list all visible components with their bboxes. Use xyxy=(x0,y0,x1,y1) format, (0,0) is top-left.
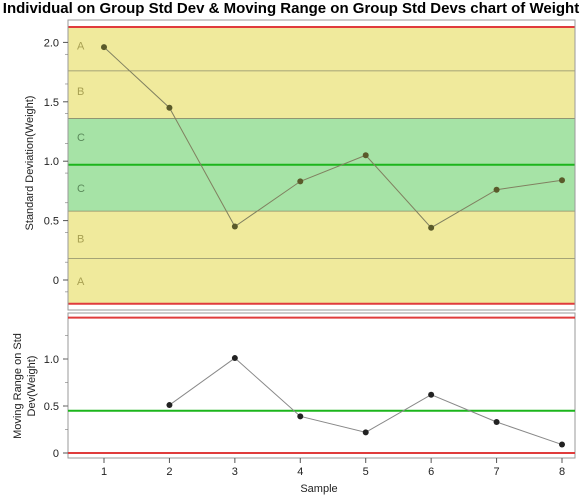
x-tick-label-6: 6 xyxy=(428,466,434,478)
y-axis-label-moving-range: Moving Range on Std Dev(Weight) xyxy=(12,333,38,439)
individual-plot-frame xyxy=(67,19,576,311)
y-tick-label-individual-0: 0 xyxy=(53,275,59,287)
mr-point-4 xyxy=(297,413,304,420)
zone-label-4: B xyxy=(77,233,84,245)
y-tick-label-mr-1: 0.5 xyxy=(44,401,59,413)
zone-label-0: A xyxy=(77,40,85,52)
individual-point-7 xyxy=(493,186,500,193)
individual-series-line xyxy=(103,46,563,229)
mr-point-5 xyxy=(362,429,369,436)
individual-point-6 xyxy=(428,224,435,231)
mr-point-7 xyxy=(493,418,500,425)
x-tick-label-8: 8 xyxy=(559,466,565,478)
moving-range-plot-frame xyxy=(67,312,576,459)
x-tick-label-2: 2 xyxy=(166,466,172,478)
y-tick-label-individual-2: 1.0 xyxy=(44,156,59,168)
y-tick-label-individual-3: 1.5 xyxy=(44,97,59,109)
zone-label-1: B xyxy=(77,86,84,98)
zone-label-5: A xyxy=(77,276,85,288)
y-tick-label-individual-1: 0.5 xyxy=(44,216,59,228)
x-tick-label-3: 3 xyxy=(232,466,238,478)
x-tick-label-7: 7 xyxy=(494,466,500,478)
x-axis-label: Sample xyxy=(300,483,337,495)
y-axis-label-individual: Standard Deviation(Weight) xyxy=(24,96,36,231)
individual-point-8 xyxy=(559,177,566,184)
y-tick-label-mr-0: 0 xyxy=(53,448,59,460)
x-tick-label-1: 1 xyxy=(101,466,107,478)
zone-label-2: C xyxy=(77,132,85,144)
individual-point-1 xyxy=(101,44,107,51)
mr-point-2 xyxy=(166,402,173,409)
mr-point-8 xyxy=(559,441,566,448)
x-tick-label-4: 4 xyxy=(297,466,303,478)
moving-range-panel: 0 0.5 1.0 xyxy=(44,312,576,460)
y-axis-label-moving-range-line2: Dev(Weight) xyxy=(26,356,38,417)
y-tick-label-individual-4: 2.0 xyxy=(44,37,59,49)
y-axis-label-moving-range-line1: Moving Range on Std xyxy=(12,333,24,439)
y-tick-label-mr-2: 1.0 xyxy=(44,354,59,366)
individual-point-5 xyxy=(362,152,369,159)
individual-point-3 xyxy=(231,223,238,230)
individual-point-2 xyxy=(166,104,173,111)
x-tick-label-5: 5 xyxy=(363,466,369,478)
x-axis: 1 2 3 4 5 6 7 8 xyxy=(101,458,565,478)
individual-point-4 xyxy=(297,178,304,185)
individual-panel: A B C C B A 0 0.5 1.0 1.5 2.0 xyxy=(44,19,576,311)
mr-point-3 xyxy=(231,355,238,362)
chart-title: Individual on Group Std Dev & Moving Ran… xyxy=(3,0,579,17)
zone-label-3: C xyxy=(77,183,85,195)
mr-point-6 xyxy=(428,391,435,398)
